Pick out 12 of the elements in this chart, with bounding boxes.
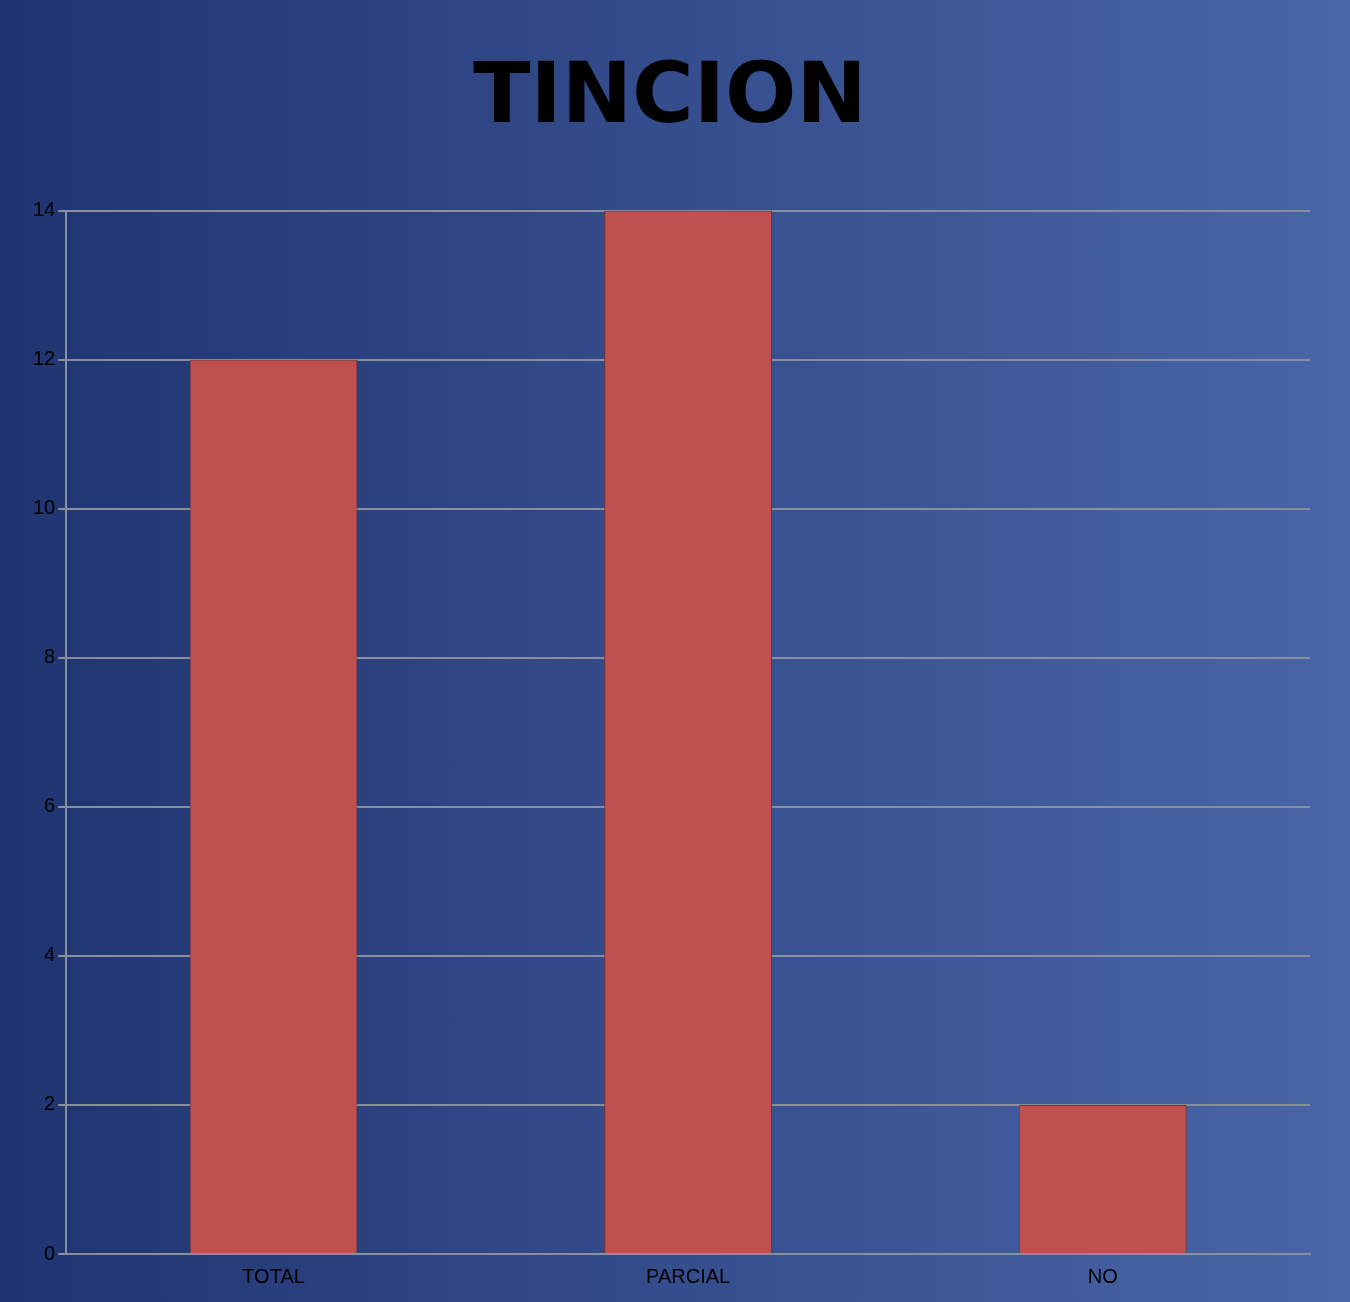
y-tick-label: 10 [33,496,56,519]
y-tick-label: 4 [44,943,56,966]
x-tick-label: NO [1087,1264,1118,1287]
y-tick-label: 12 [33,347,56,370]
y-tick-label: 14 [33,198,56,221]
y-tick-label: 6 [44,794,56,817]
x-tick-label: PARCIAL [646,1264,731,1287]
y-tick-label: 8 [44,645,56,668]
chart-title: TINCION [473,44,867,143]
y-tick-label: 2 [44,1092,56,1115]
y-tick-label: 0 [44,1241,56,1264]
x-tick-label: TOTAL [242,1264,305,1287]
